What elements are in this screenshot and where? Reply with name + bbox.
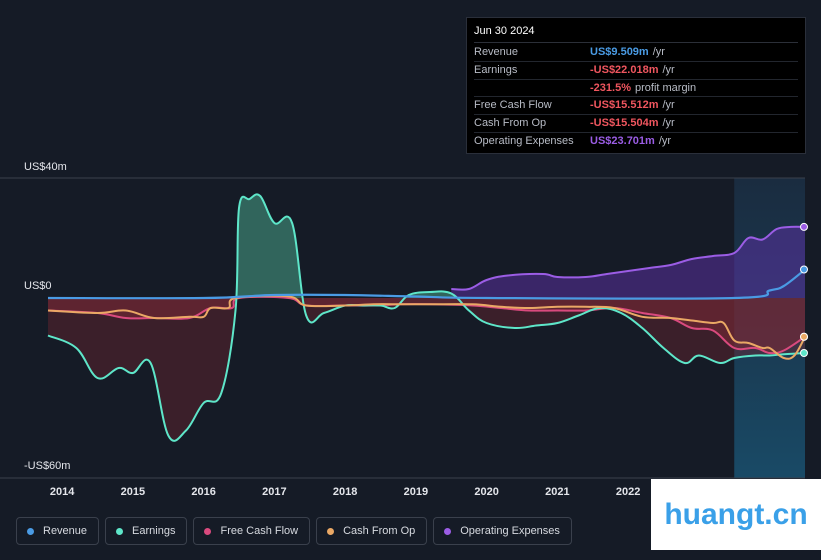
x-tick-label: 2014	[49, 486, 75, 498]
tooltip: Jun 30 2024 Revenue US$9.509m/yr Earnings -…	[466, 17, 806, 154]
legend-item-label: Operating Expenses	[460, 525, 560, 537]
end-dot-earnings	[800, 349, 808, 357]
legend-dot-icon	[204, 527, 212, 535]
tooltip-row-label	[474, 80, 590, 97]
watermark-logo: huangt.cn	[651, 479, 821, 550]
y-axis-label-bottom: -US$60m	[24, 460, 71, 472]
series-end-dots	[800, 222, 808, 357]
tooltip-row-label: Cash From Op	[474, 117, 547, 130]
tooltip-row: Cash From Op -US$15.504m/yr	[474, 115, 798, 133]
x-tick-label: 2021	[545, 486, 570, 498]
tooltip-row-unit: /yr	[662, 117, 675, 130]
tooltip-row-unit: /yr	[658, 134, 672, 147]
tooltip-row-label: Operating Expenses	[474, 134, 574, 147]
tooltip-row-value: US$9.509m	[590, 46, 649, 58]
tooltip-row-value: -US$22.018m	[590, 63, 659, 76]
tooltip-row-unit: /yr	[662, 99, 675, 112]
tooltip-row-label: Free Cash Flow	[474, 99, 552, 112]
legend-dot-icon	[27, 527, 34, 535]
y-axis-label-zero: US$0	[24, 280, 52, 292]
tooltip-row-label: Revenue	[474, 46, 519, 58]
series-lines	[47, 193, 806, 442]
line-revenue	[47, 268, 806, 300]
tooltip-date: Jun 30 2024	[474, 24, 798, 43]
legend-item-free-cash-flow[interactable]: Free Cash Flow	[193, 517, 311, 545]
legend-item-label: Free Cash Flow	[220, 525, 299, 537]
tooltip-row: Revenue US$9.509m/yr	[474, 44, 798, 62]
tooltip-row: -231.5% profit margin	[474, 80, 798, 98]
tooltip-row-label: Earnings	[474, 63, 518, 76]
legend-item-label: Revenue	[43, 525, 88, 537]
tooltip-row-value: -US$15.504m	[590, 117, 659, 130]
end-dot-operating-expenses	[800, 222, 808, 231]
tooltip-row-value: -US$15.512m	[590, 99, 659, 112]
area-free-cash-flow	[48, 296, 805, 354]
x-tick-label: 2020	[474, 486, 499, 498]
end-dot-cash-from-op	[800, 332, 808, 341]
legend-item-operating-expenses[interactable]: Operating Expenses	[433, 517, 572, 545]
tooltip-rows: Revenue US$9.509m/yr Earnings -US$22.018m/y…	[474, 44, 798, 150]
legend-dot-icon	[327, 527, 335, 535]
tooltip-row-unit: profit margin	[634, 81, 697, 94]
tooltip-row-value: US$23.701m	[590, 134, 655, 147]
x-tick-label: 2019	[403, 486, 429, 498]
x-tick-label: 2015	[120, 486, 146, 498]
tooltip-row: Operating Expenses US$23.701m/yr	[474, 133, 798, 150]
line-operating-expenses	[451, 225, 806, 291]
tooltip-row: Free Cash Flow -US$15.512m/yr	[474, 97, 798, 116]
tooltip-row: Earnings -US$22.018m/yr	[474, 62, 798, 80]
legend-item-earnings[interactable]: Earnings	[105, 517, 188, 545]
legend-item-label: Earnings	[132, 525, 176, 537]
legend-dot-icon	[116, 527, 124, 535]
x-tick-label: 2022	[615, 486, 641, 498]
tooltip-row-unit: /yr	[652, 46, 665, 58]
line-free-cash-flow	[47, 295, 806, 355]
legend-item-revenue[interactable]: Revenue	[16, 517, 100, 545]
legend-item-label: Cash From Op	[343, 525, 416, 537]
legend-dot-icon	[444, 527, 452, 535]
legend-item-cash-from-op[interactable]: Cash From Op	[316, 517, 428, 545]
x-tick-label: 2017	[262, 486, 287, 498]
x-tick-label: 2018	[332, 486, 358, 498]
x-tick-label: 2016	[191, 486, 216, 498]
y-axis-label-top: US$40m	[24, 161, 67, 173]
end-dot-revenue	[800, 265, 808, 274]
line-cash-from-op	[47, 294, 806, 360]
line-earnings	[47, 193, 806, 442]
tooltip-row-value: -231.5%	[590, 81, 631, 94]
area-operating-expenses	[451, 226, 805, 298]
tooltip-row-unit: /yr	[662, 63, 675, 76]
legend: Revenue Earnings Free Cash Flow Cash From O…	[16, 517, 572, 545]
